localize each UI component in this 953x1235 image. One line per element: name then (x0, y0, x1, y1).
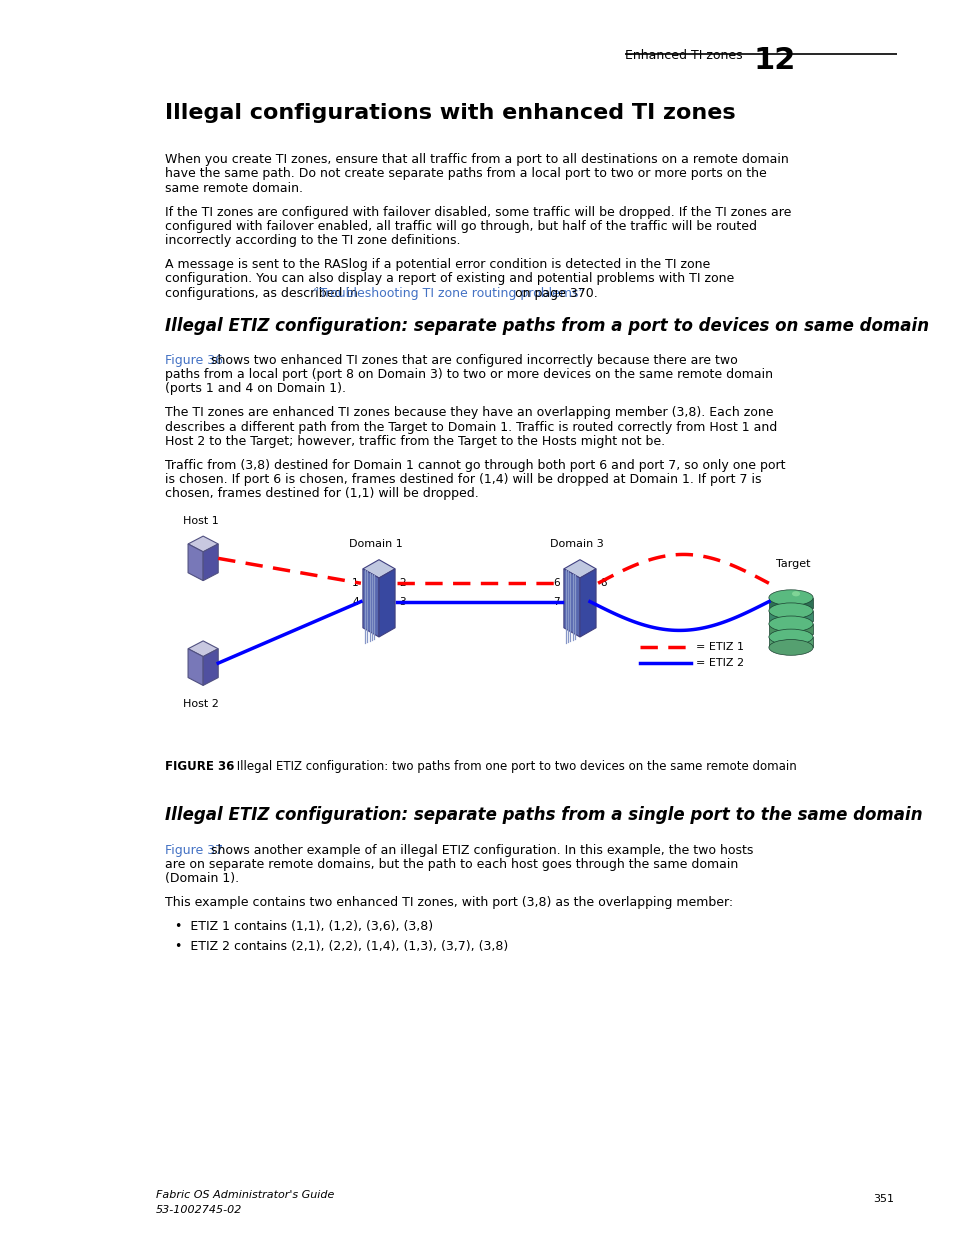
Text: 4: 4 (352, 597, 358, 606)
Text: incorrectly according to the TI zone definitions.: incorrectly according to the TI zone def… (165, 233, 460, 247)
Text: FIGURE 36: FIGURE 36 (165, 760, 234, 773)
Text: 53-1002745-02: 53-1002745-02 (155, 1205, 242, 1215)
Text: Figure 36: Figure 36 (165, 353, 223, 367)
Polygon shape (188, 543, 203, 580)
Text: 6: 6 (553, 578, 559, 588)
Text: Enhanced TI zones: Enhanced TI zones (624, 49, 741, 63)
Ellipse shape (768, 616, 812, 632)
Text: Illegal ETIZ configuration: separate paths from a single port to the same domain: Illegal ETIZ configuration: separate pat… (165, 806, 922, 825)
Ellipse shape (768, 590, 812, 605)
Text: (ports 1 and 4 on Domain 1).: (ports 1 and 4 on Domain 1). (165, 382, 346, 395)
Polygon shape (768, 611, 812, 621)
Text: 351: 351 (872, 1194, 893, 1204)
Text: 1: 1 (352, 578, 358, 588)
Polygon shape (203, 648, 218, 685)
Text: 2: 2 (398, 578, 405, 588)
Text: are on separate remote domains, but the path to each host goes through the same : are on separate remote domains, but the … (165, 858, 738, 871)
Text: Host 2 to the Target; however, traffic from the Target to the Hosts might not be: Host 2 to the Target; however, traffic f… (165, 435, 664, 448)
Ellipse shape (791, 592, 800, 597)
Text: 8: 8 (599, 578, 606, 588)
Polygon shape (362, 559, 395, 578)
Polygon shape (188, 536, 218, 552)
Text: configurations, as described in: configurations, as described in (165, 287, 361, 300)
Text: Domain 3: Domain 3 (549, 540, 603, 550)
Polygon shape (188, 641, 218, 657)
Polygon shape (579, 569, 596, 637)
Text: describes a different path from the Target to Domain 1. Traffic is routed correc: describes a different path from the Targ… (165, 420, 777, 433)
Polygon shape (768, 598, 812, 608)
Polygon shape (188, 648, 203, 685)
Text: Target: Target (775, 559, 809, 569)
Polygon shape (378, 569, 395, 637)
Text: configured with failover enabled, all traffic will go through, but half of the t: configured with failover enabled, all tr… (165, 220, 757, 233)
Polygon shape (768, 637, 812, 647)
Text: 3: 3 (398, 597, 405, 606)
Text: Host 2: Host 2 (183, 699, 218, 709)
Ellipse shape (768, 603, 812, 619)
Text: on page 370.: on page 370. (507, 287, 598, 300)
Text: same remote domain.: same remote domain. (165, 182, 303, 195)
Text: shows another example of an illegal ETIZ configuration. In this example, the two: shows another example of an illegal ETIZ… (207, 844, 752, 857)
Text: The TI zones are enhanced TI zones because they have an overlapping member (3,8): The TI zones are enhanced TI zones becau… (165, 406, 773, 420)
Text: shows two enhanced TI zones that are configured incorrectly because there are tw: shows two enhanced TI zones that are con… (207, 353, 737, 367)
Ellipse shape (768, 640, 812, 656)
Text: (Domain 1).: (Domain 1). (165, 872, 239, 885)
Text: Traffic from (3,8) destined for Domain 1 cannot go through both port 6 and port : Traffic from (3,8) destined for Domain 1… (165, 458, 784, 472)
Text: •  ETIZ 2 contains (2,1), (2,2), (1,4), (1,3), (3,7), (3,8): • ETIZ 2 contains (2,1), (2,2), (1,4), (… (174, 941, 507, 953)
Text: configuration. You can also display a report of existing and potential problems : configuration. You can also display a re… (165, 272, 734, 285)
Polygon shape (203, 543, 218, 580)
Text: Fabric OS Administrator's Guide: Fabric OS Administrator's Guide (155, 1191, 334, 1200)
Text: paths from a local port (port 8 on Domain 3) to two or more devices on the same : paths from a local port (port 8 on Domai… (165, 368, 772, 382)
Text: When you create TI zones, ensure that all traffic from a port to all destination: When you create TI zones, ensure that al… (165, 153, 788, 167)
Text: Figure 37: Figure 37 (165, 844, 223, 857)
Text: = ETIZ 2: = ETIZ 2 (695, 658, 743, 668)
Polygon shape (563, 569, 579, 637)
Text: 12: 12 (753, 46, 795, 74)
Text: Host 1: Host 1 (183, 516, 218, 526)
Text: “Troubleshooting TI zone routing problems”: “Troubleshooting TI zone routing problem… (313, 287, 584, 300)
Text: Illegal ETIZ configuration: two paths from one port to two devices on the same r: Illegal ETIZ configuration: two paths fr… (218, 760, 796, 773)
Text: have the same path. Do not create separate paths from a local port to two or mor: have the same path. Do not create separa… (165, 168, 766, 180)
Text: Illegal configurations with enhanced TI zones: Illegal configurations with enhanced TI … (165, 103, 735, 122)
Text: is chosen. If port 6 is chosen, frames destined for (1,4) will be dropped at Dom: is chosen. If port 6 is chosen, frames d… (165, 473, 760, 487)
Polygon shape (563, 559, 596, 578)
Polygon shape (362, 569, 378, 637)
Text: This example contains two enhanced TI zones, with port (3,8) as the overlapping : This example contains two enhanced TI zo… (165, 897, 733, 909)
Text: chosen, frames destined for (1,1) will be dropped.: chosen, frames destined for (1,1) will b… (165, 487, 478, 500)
Text: 7: 7 (553, 597, 559, 606)
Text: •  ETIZ 1 contains (1,1), (1,2), (3,6), (3,8): • ETIZ 1 contains (1,1), (1,2), (3,6), (… (174, 920, 433, 934)
Text: If the TI zones are configured with failover disabled, some traffic will be drop: If the TI zones are configured with fail… (165, 205, 791, 219)
Text: Illegal ETIZ configuration: separate paths from a port to devices on same domain: Illegal ETIZ configuration: separate pat… (165, 316, 928, 335)
Polygon shape (768, 624, 812, 635)
Text: Domain 1: Domain 1 (349, 540, 402, 550)
Text: = ETIZ 1: = ETIZ 1 (695, 642, 742, 652)
Text: A message is sent to the RASlog if a potential error condition is detected in th: A message is sent to the RASlog if a pot… (165, 258, 710, 272)
Ellipse shape (768, 629, 812, 645)
